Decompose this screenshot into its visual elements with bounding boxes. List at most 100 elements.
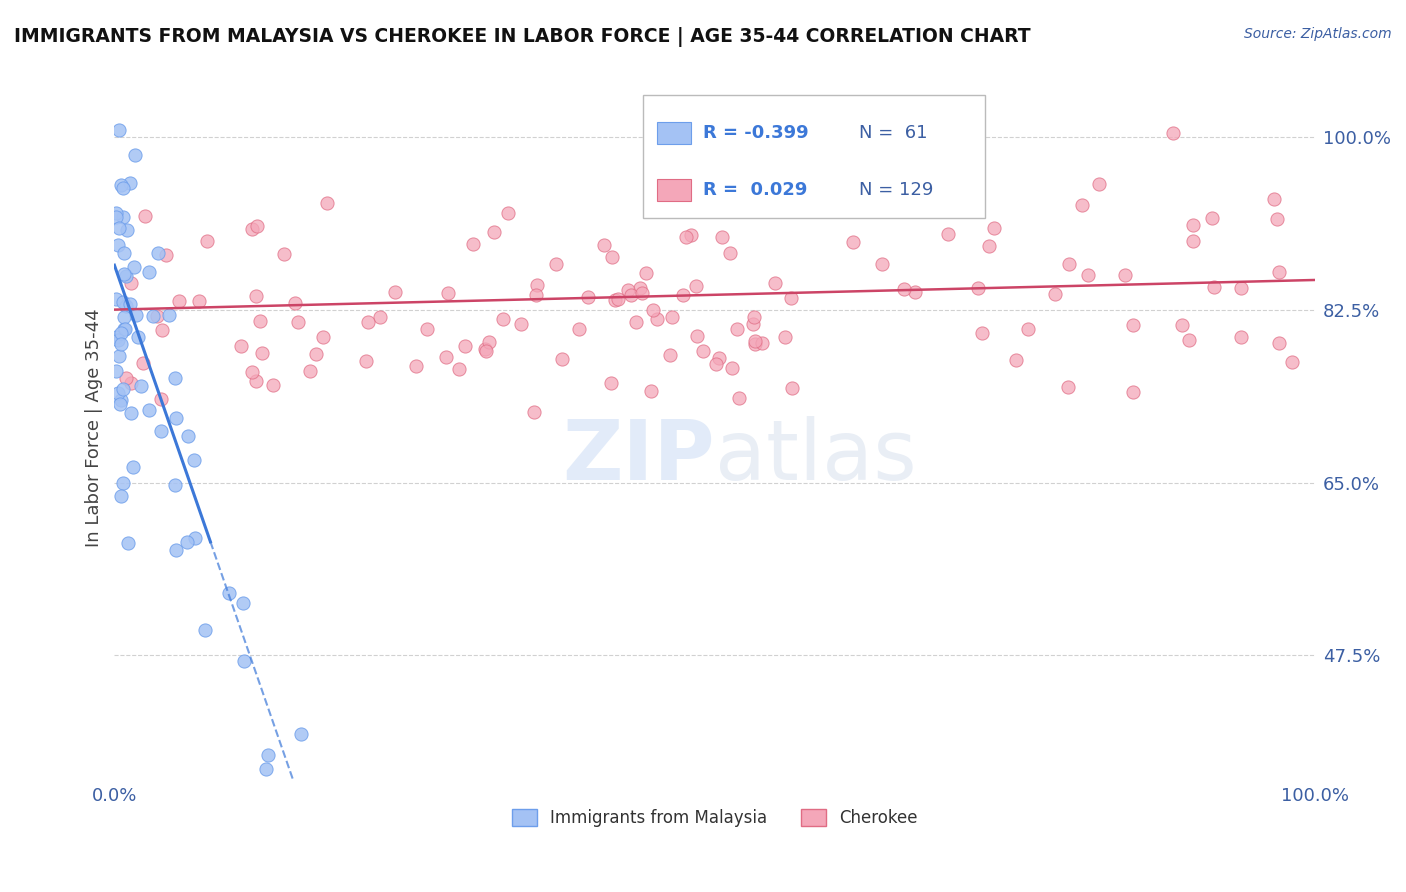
- Point: [685, 278, 707, 293]
- Point: [117, 536, 139, 550]
- Point: [763, 276, 786, 290]
- Point: [967, 280, 990, 294]
- Point: [725, 322, 748, 336]
- Point: [626, 315, 648, 329]
- Point: [112, 310, 135, 324]
- Point: [904, 285, 927, 300]
- Point: [1281, 354, 1303, 368]
- Point: [115, 222, 138, 236]
- Point: [115, 268, 138, 283]
- Point: [1017, 322, 1039, 336]
- Point: [107, 237, 129, 252]
- Point: [118, 297, 141, 311]
- Point: [287, 315, 309, 329]
- Point: [194, 624, 217, 638]
- Point: [120, 376, 142, 390]
- Point: [721, 361, 744, 376]
- Point: [149, 392, 172, 407]
- Point: [600, 376, 623, 390]
- Point: [232, 654, 254, 668]
- Point: [110, 337, 132, 351]
- Point: [157, 308, 180, 322]
- Point: [115, 371, 138, 385]
- Point: [782, 382, 804, 396]
- Point: [129, 379, 152, 393]
- Point: [718, 246, 741, 260]
- Point: [707, 351, 730, 365]
- Point: [104, 206, 127, 220]
- Point: [645, 312, 668, 326]
- Point: [108, 122, 131, 136]
- Point: [110, 326, 132, 341]
- Point: [1071, 198, 1094, 212]
- Point: [1178, 333, 1201, 347]
- Point: [977, 239, 1000, 253]
- Point: [1182, 234, 1205, 248]
- Point: [298, 364, 321, 378]
- Point: [970, 326, 993, 340]
- Point: [132, 356, 155, 370]
- Point: [634, 266, 657, 280]
- Point: [775, 330, 797, 344]
- Point: [692, 343, 714, 358]
- Point: [112, 181, 135, 195]
- Point: [104, 329, 127, 343]
- Point: [936, 227, 959, 242]
- Point: [110, 393, 132, 408]
- Point: [246, 219, 269, 233]
- Point: [138, 265, 160, 279]
- Point: [931, 201, 953, 215]
- Point: [108, 349, 131, 363]
- Point: [111, 211, 134, 225]
- Point: [592, 238, 614, 252]
- Point: [312, 330, 335, 344]
- Point: [262, 377, 284, 392]
- Point: [576, 290, 599, 304]
- Point: [620, 288, 643, 302]
- Point: [384, 285, 406, 299]
- Point: [509, 317, 531, 331]
- Text: N =  61: N = 61: [859, 124, 927, 143]
- Point: [1229, 281, 1251, 295]
- Point: [1057, 257, 1080, 271]
- Point: [120, 406, 142, 420]
- Point: [742, 310, 765, 324]
- Point: [183, 452, 205, 467]
- Point: [711, 229, 734, 244]
- Point: [232, 596, 254, 610]
- Point: [273, 247, 295, 261]
- Point: [496, 205, 519, 219]
- Point: [478, 334, 501, 349]
- Text: R =  0.029: R = 0.029: [703, 181, 807, 199]
- Point: [108, 221, 131, 235]
- Point: [165, 371, 187, 385]
- Point: [824, 161, 846, 175]
- Point: [605, 293, 627, 308]
- Text: Source: ZipAtlas.com: Source: ZipAtlas.com: [1244, 27, 1392, 41]
- Point: [447, 362, 470, 376]
- Point: [112, 245, 135, 260]
- Point: [105, 210, 128, 224]
- Point: [114, 299, 136, 313]
- Point: [354, 354, 377, 368]
- Point: [628, 281, 651, 295]
- Point: [167, 294, 190, 309]
- Point: [659, 348, 682, 362]
- Point: [1087, 178, 1109, 192]
- Point: [134, 209, 156, 223]
- FancyBboxPatch shape: [657, 122, 690, 145]
- Point: [240, 222, 263, 236]
- Point: [250, 346, 273, 360]
- Point: [124, 148, 146, 162]
- Text: IMMIGRANTS FROM MALAYSIA VS CHEROKEE IN LABOR FORCE | AGE 35-44 CORRELATION CHAR: IMMIGRANTS FROM MALAYSIA VS CHEROKEE IN …: [14, 27, 1031, 46]
- Point: [127, 329, 149, 343]
- Point: [1005, 353, 1028, 368]
- Point: [1202, 280, 1225, 294]
- Point: [163, 477, 186, 491]
- Point: [110, 178, 132, 193]
- Point: [416, 322, 439, 336]
- Point: [254, 762, 277, 776]
- Point: [744, 336, 766, 351]
- Point: [110, 489, 132, 503]
- Point: [112, 382, 135, 396]
